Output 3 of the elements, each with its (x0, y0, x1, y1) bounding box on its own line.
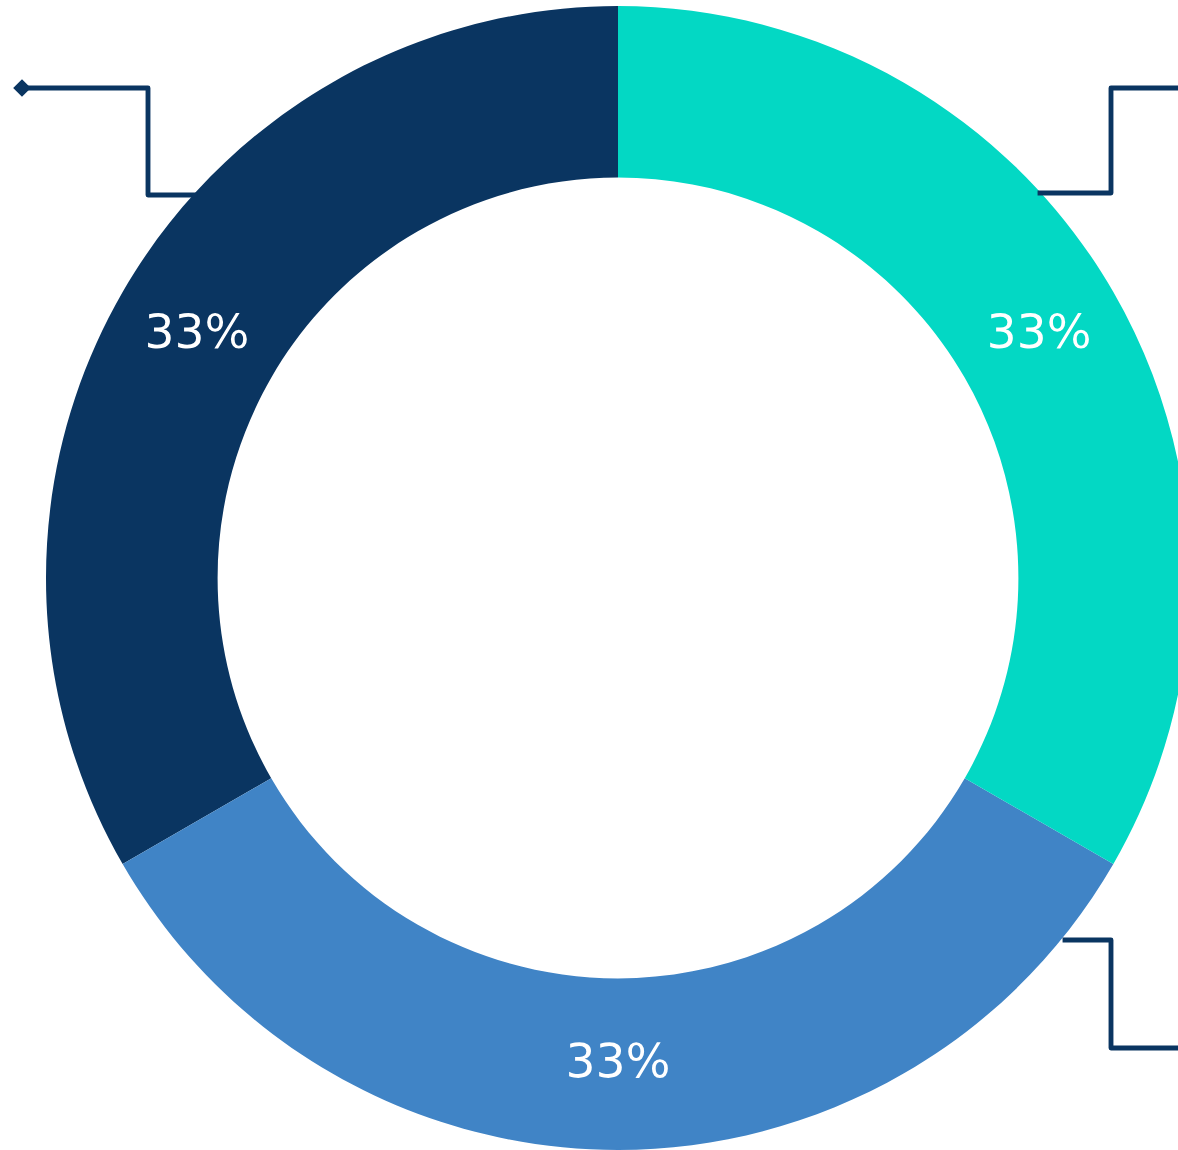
data-label: 33% (569, 1042, 668, 1078)
data-label: 33% (148, 312, 247, 349)
data-label: 33% (990, 312, 1089, 349)
